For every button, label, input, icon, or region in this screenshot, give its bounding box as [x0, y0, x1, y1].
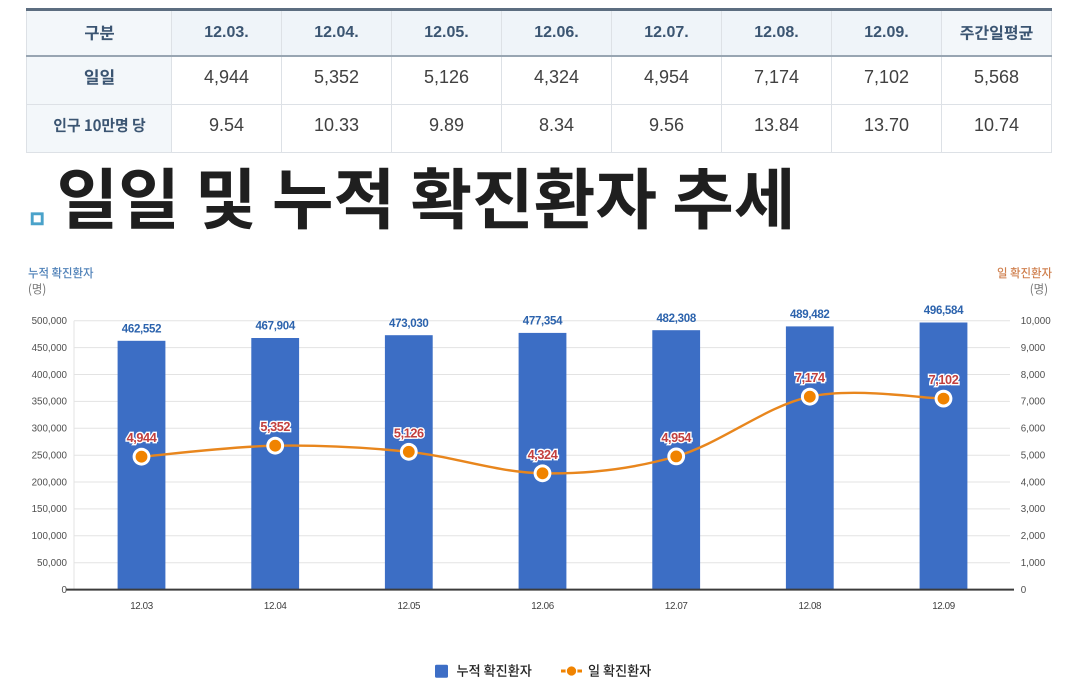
svg-text:467,904: 467,904: [255, 321, 295, 333]
svg-text:4,324: 4,324: [528, 448, 558, 462]
svg-text:3,000: 3,000: [1021, 504, 1046, 515]
svg-text:5,352: 5,352: [260, 420, 290, 434]
svg-text:12.07: 12.07: [665, 601, 688, 612]
svg-text:400,000: 400,000: [32, 370, 68, 381]
svg-text:473,030: 473,030: [389, 318, 428, 330]
svg-text:6,000: 6,000: [1021, 424, 1046, 435]
svg-text:12.03: 12.03: [130, 601, 153, 612]
svg-text:7,174: 7,174: [795, 371, 825, 385]
svg-text:12.08: 12.08: [799, 601, 822, 612]
svg-text:2,000: 2,000: [1021, 531, 1046, 542]
svg-text:496,584: 496,584: [924, 305, 964, 317]
svg-text:450,000: 450,000: [32, 343, 68, 354]
svg-text:482,308: 482,308: [656, 313, 696, 325]
svg-text:0: 0: [1021, 585, 1027, 596]
svg-text:100,000: 100,000: [32, 531, 68, 542]
svg-text:477,354: 477,354: [523, 316, 563, 328]
svg-text:250,000: 250,000: [32, 451, 68, 462]
svg-text:7,000: 7,000: [1021, 397, 1046, 408]
svg-text:10,000: 10,000: [1021, 316, 1052, 327]
svg-text:8,000: 8,000: [1021, 370, 1046, 381]
svg-text:200,000: 200,000: [32, 477, 68, 488]
svg-text:4,000: 4,000: [1021, 477, 1046, 488]
svg-text:489,482: 489,482: [790, 309, 829, 321]
svg-text:300,000: 300,000: [32, 424, 68, 435]
svg-text:12.06: 12.06: [531, 601, 554, 612]
svg-text:9,000: 9,000: [1021, 343, 1046, 354]
svg-text:5,126: 5,126: [394, 426, 424, 440]
svg-text:12.09: 12.09: [932, 601, 955, 612]
svg-text:7,102: 7,102: [929, 373, 959, 387]
svg-text:150,000: 150,000: [32, 504, 68, 515]
svg-text:12.05: 12.05: [398, 601, 421, 612]
svg-text:0: 0: [62, 585, 68, 596]
svg-text:4,954: 4,954: [661, 431, 691, 445]
svg-text:12.04: 12.04: [264, 601, 287, 612]
svg-text:4,944: 4,944: [127, 431, 157, 445]
svg-text:462,552: 462,552: [122, 323, 161, 335]
svg-text:5,000: 5,000: [1021, 451, 1046, 462]
svg-text:1,000: 1,000: [1021, 558, 1046, 569]
svg-text:350,000: 350,000: [32, 397, 68, 408]
svg-text:50,000: 50,000: [37, 558, 68, 569]
svg-text:500,000: 500,000: [32, 316, 68, 327]
